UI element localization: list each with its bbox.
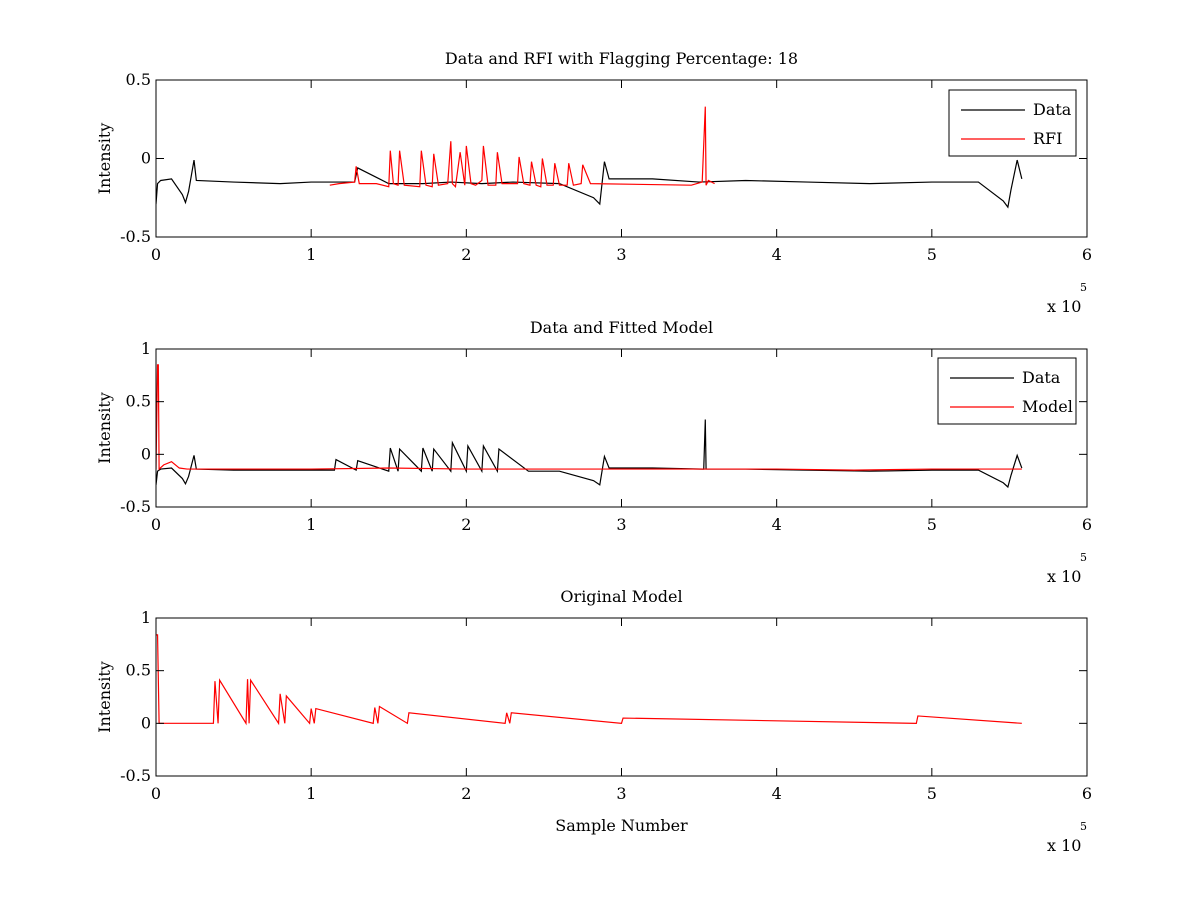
y-axis-label: Intensity [95, 392, 114, 464]
legend-label: RFI [1033, 129, 1062, 148]
y-tick-label: -0.5 [120, 497, 151, 516]
legend-label: Model [1022, 397, 1073, 416]
x-axis-label: Sample Number [555, 816, 688, 835]
x-tick-label: 2 [461, 245, 471, 264]
legend: Data RFI [948, 89, 1077, 157]
x-multiplier-exponent: 5 [1080, 281, 1087, 294]
y-tick-label: 0.5 [126, 661, 151, 680]
x-tick-label: 0 [151, 515, 161, 534]
y-tick-label: 0 [141, 149, 151, 168]
x-tick-label: 0 [151, 784, 161, 803]
x-tick-label: 2 [461, 515, 471, 534]
x-tick-label: 1 [306, 245, 316, 264]
y-axis-label: Intensity [95, 123, 114, 195]
legend: Data Model [937, 357, 1077, 425]
x-tick-label: 4 [772, 784, 782, 803]
y-tick-label: -0.5 [120, 227, 151, 246]
chart-title: Original Model [560, 587, 682, 606]
x-tick-label: 4 [772, 245, 782, 264]
series-line-rfi [329, 106, 715, 189]
x-tick-label: 5 [927, 245, 937, 264]
x-tick-label: 5 [927, 515, 937, 534]
x-multiplier-exponent: 5 [1080, 551, 1087, 564]
series-line-data [156, 419, 1023, 489]
legend-label: Data [1033, 100, 1072, 119]
x-multiplier-exponent: 5 [1080, 820, 1087, 833]
y-tick-label: 0.5 [126, 70, 151, 89]
legend-label: Data [1022, 368, 1061, 387]
series-line-model [156, 364, 1022, 471]
axes-box [155, 79, 1088, 238]
x-tick-label: 6 [1082, 245, 1092, 264]
series-line-data [156, 159, 1023, 209]
chart-panel-2: Data and Fitted Model Intensity 0 1 2 3 4 5 6 -0.… [95, 318, 1092, 586]
chart-panel-3: Original Model Intensity Sample Number 0 1 2 3… [95, 587, 1092, 855]
x-tick-label: 1 [306, 515, 316, 534]
x-tick-label: 6 [1082, 784, 1092, 803]
axes-box [155, 617, 1088, 777]
x-tick-label: 3 [616, 245, 626, 264]
chart-panel-1: Data and RFI with Flagging Percentage: 1… [95, 49, 1092, 316]
y-tick-label: -0.5 [120, 766, 151, 785]
x-tick-label: 2 [461, 784, 471, 803]
y-tick-label: 0 [141, 444, 151, 463]
y-tick-label: 0 [141, 713, 151, 732]
y-tick-label: 1 [141, 608, 151, 627]
x-tick-label: 3 [616, 515, 626, 534]
legend-box [937, 357, 1077, 425]
x-multiplier-base: x 10 [1047, 297, 1081, 316]
x-tick-label: 0 [151, 245, 161, 264]
x-tick-label: 1 [306, 784, 316, 803]
x-multiplier-base: x 10 [1047, 836, 1081, 855]
y-axis-label: Intensity [95, 661, 114, 733]
x-tick-label: 3 [616, 784, 626, 803]
x-multiplier-base: x 10 [1047, 567, 1081, 586]
x-tick-label: 5 [927, 784, 937, 803]
x-tick-label: 4 [772, 515, 782, 534]
chart-title: Data and Fitted Model [530, 318, 713, 337]
chart-title: Data and RFI with Flagging Percentage: 1… [445, 49, 798, 68]
legend-box [948, 89, 1077, 157]
x-tick-label: 6 [1082, 515, 1092, 534]
y-tick-label: 1 [141, 339, 151, 358]
series-line-model-1 [156, 634, 1022, 726]
y-tick-label: 0.5 [126, 392, 151, 411]
